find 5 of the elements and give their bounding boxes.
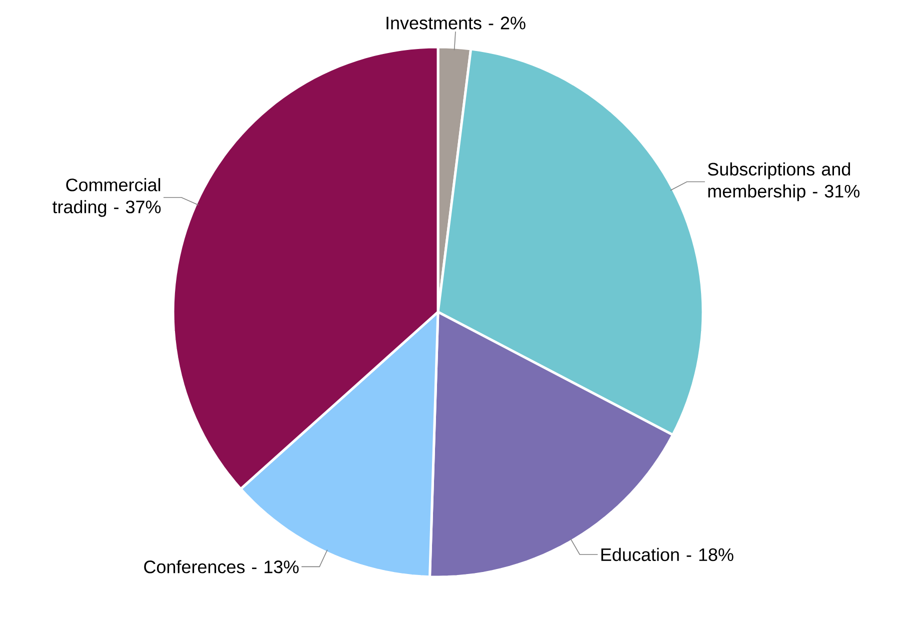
slice-label: Subscriptions and membership - 31% <box>708 162 860 202</box>
slice-label: Education - 18% <box>601 548 734 562</box>
slice-label: Investments - 2% <box>386 16 526 30</box>
slice-label: Commercial trading - 37% <box>52 178 161 217</box>
slice-label: Conferences - 13% <box>144 560 299 574</box>
